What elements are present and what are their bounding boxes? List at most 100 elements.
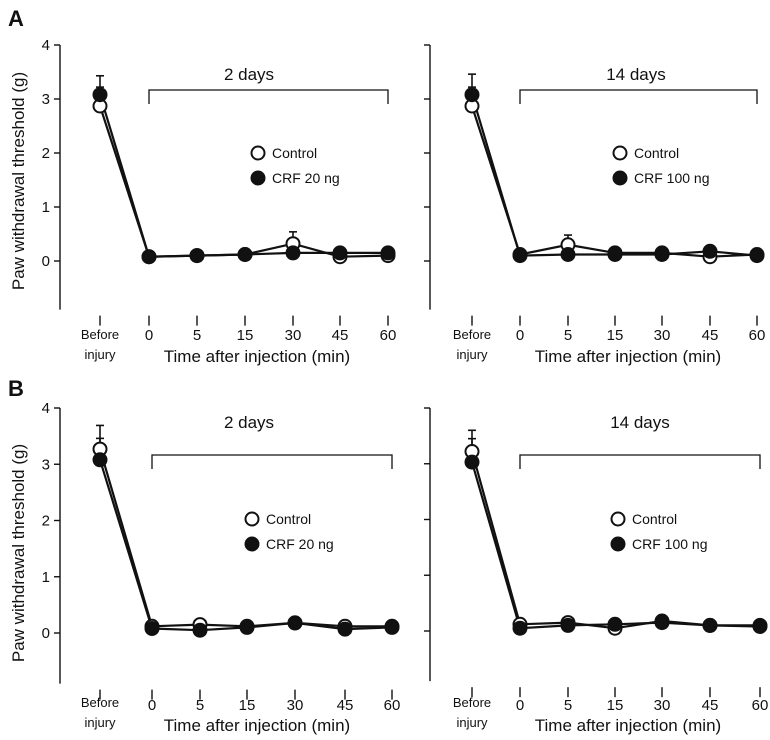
y-tick-label: 0 xyxy=(42,625,50,642)
period-bracket xyxy=(151,454,393,469)
x-axis-title: Time after injection (min) xyxy=(535,716,721,735)
y-tick-label: 1 xyxy=(42,199,50,216)
y-tick-label: 2 xyxy=(42,513,50,530)
x-tick-label: 30 xyxy=(287,697,304,714)
x-tick-label: 5 xyxy=(193,327,201,344)
legend-label: CRF 20 ng xyxy=(272,170,340,186)
x-tick-label: injury xyxy=(456,715,488,730)
period-label: 14 days xyxy=(610,413,670,432)
data-point-crf xyxy=(237,247,253,262)
x-tick-label: Before xyxy=(453,695,491,710)
legend-marker xyxy=(250,170,266,186)
legend-label: Control xyxy=(272,145,317,161)
data-point-crf xyxy=(239,619,255,635)
chart-panel-2: Before injury 0 5 15 30 45 60 Time after injecti… xyxy=(424,44,766,366)
x-tick-label: 60 xyxy=(752,697,769,714)
legend-marker xyxy=(244,511,260,527)
data-point-crf xyxy=(464,87,480,103)
legend-marker xyxy=(250,145,266,161)
period-bracket xyxy=(519,89,758,104)
data-point-crf xyxy=(337,621,353,637)
legend-marker xyxy=(244,536,260,552)
x-tick-label: Before xyxy=(81,695,119,710)
data-point-crf xyxy=(749,248,765,264)
panel-letter-a: A xyxy=(8,6,24,31)
period-bracket xyxy=(519,454,761,469)
y-axis-title: Paw withdrawal threshold (g) xyxy=(9,72,28,290)
data-point-crf xyxy=(92,452,108,468)
y-tick-label: 2 xyxy=(42,145,50,162)
data-point-crf xyxy=(92,87,108,103)
period-label: 2 days xyxy=(224,65,274,84)
data-point-crf xyxy=(332,245,348,261)
data-point-crf xyxy=(654,615,670,631)
legend-label: CRF 100 ng xyxy=(632,536,707,552)
x-axis-title: Time after injection (min) xyxy=(164,347,350,366)
x-tick-label: 15 xyxy=(607,697,624,714)
x-tick-label: 5 xyxy=(564,327,572,344)
x-tick-label: 45 xyxy=(702,697,719,714)
data-point-crf xyxy=(702,243,718,259)
chart-panel-1: 0 1 2 3 4 Paw withdrawal threshold (g) Before i… xyxy=(9,37,396,366)
y-tick-label: 3 xyxy=(42,91,50,108)
x-tick-label: 0 xyxy=(516,327,524,344)
y-tick-label: 3 xyxy=(42,456,50,473)
x-tick-label: injury xyxy=(456,347,488,362)
x-tick-label: injury xyxy=(84,715,116,730)
legend-marker xyxy=(612,145,628,161)
y-tick-label: 4 xyxy=(42,37,50,54)
x-tick-label: 45 xyxy=(337,697,354,714)
x-tick-label: 15 xyxy=(607,327,624,344)
legend-label: Control xyxy=(266,511,311,527)
data-point-crf xyxy=(464,454,480,470)
data-point-crf xyxy=(141,249,157,265)
x-tick-label: 0 xyxy=(145,327,153,344)
data-point-crf xyxy=(287,615,303,631)
panel-letter-b: B xyxy=(8,376,24,401)
x-tick-label: 5 xyxy=(196,697,204,714)
x-tick-label: 0 xyxy=(516,697,524,714)
legend-label: CRF 100 ng xyxy=(634,170,709,186)
x-tick-label: 60 xyxy=(384,697,401,714)
legend-marker xyxy=(610,536,626,552)
data-point-crf xyxy=(752,619,768,634)
x-tick-label: 30 xyxy=(654,697,671,714)
data-point-crf xyxy=(560,617,576,633)
x-tick-label: 0 xyxy=(148,697,156,714)
x-axis-title: Time after injection (min) xyxy=(535,347,721,366)
data-point-crf xyxy=(607,616,623,632)
legend-label: Control xyxy=(634,145,679,161)
x-tick-label: 45 xyxy=(332,327,349,344)
data-point-crf xyxy=(702,617,718,633)
legend-label: Control xyxy=(632,511,677,527)
x-tick-label: injury xyxy=(84,347,116,362)
data-point-crf xyxy=(189,248,205,264)
x-tick-label: 15 xyxy=(239,697,256,714)
x-tick-label: 15 xyxy=(237,327,254,344)
legend-label: CRF 20 ng xyxy=(266,536,334,552)
series-line-crf xyxy=(98,94,388,258)
data-point-crf xyxy=(560,247,576,262)
period-label: 14 days xyxy=(606,65,666,84)
x-axis-title: Time after injection (min) xyxy=(164,716,350,735)
series-line-control xyxy=(98,448,392,628)
data-point-crf xyxy=(384,619,400,635)
x-tick-label: 60 xyxy=(380,327,397,344)
data-point-crf xyxy=(192,622,208,638)
x-tick-label: 60 xyxy=(749,327,766,344)
data-point-crf xyxy=(607,247,623,262)
legend-marker xyxy=(612,170,628,186)
y-axis-title: Paw withdrawal threshold (g) xyxy=(9,444,28,662)
y-tick-label: 0 xyxy=(42,253,50,270)
data-point-crf xyxy=(380,245,396,261)
data-point-crf xyxy=(512,620,528,636)
x-tick-label: 45 xyxy=(702,327,719,344)
data-point-crf xyxy=(512,248,528,264)
chart-panel-4: Before injury 0 5 15 30 45 60 Time after injecti… xyxy=(424,407,769,735)
data-point-crf xyxy=(285,245,301,261)
x-tick-label: Before xyxy=(81,327,119,342)
data-point-crf xyxy=(144,621,160,636)
period-label: 2 days xyxy=(224,413,274,432)
y-tick-label: 1 xyxy=(42,569,50,586)
